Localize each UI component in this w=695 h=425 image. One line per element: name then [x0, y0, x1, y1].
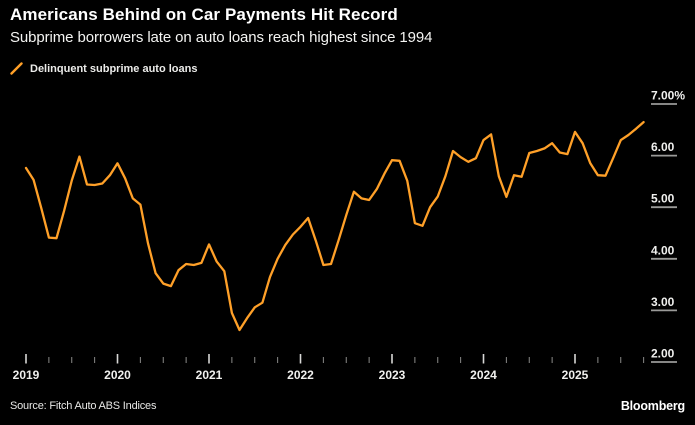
- y-axis-label: 4.00: [651, 243, 675, 257]
- x-axis-label: 2019: [13, 368, 40, 382]
- x-axis-label: 2023: [379, 368, 406, 382]
- x-axis-label: 2021: [196, 368, 223, 382]
- chart-title: Americans Behind on Car Payments Hit Rec…: [10, 5, 398, 24]
- y-axis-label: 7.00%: [651, 89, 685, 103]
- x-axis-label: 2025: [562, 368, 589, 382]
- y-axis-label: 3.00: [651, 295, 675, 309]
- source-text: Source: Fitch Auto ABS Indices: [10, 400, 157, 412]
- y-axis-label: 2.00: [651, 347, 675, 361]
- x-axis-label: 2024: [470, 368, 497, 382]
- y-axis-label: 6.00: [651, 140, 675, 154]
- legend-label: Delinquent subprime auto loans: [30, 62, 198, 75]
- chart-subtitle: Subprime borrowers late on auto loans re…: [10, 29, 433, 46]
- y-axis-label: 5.00: [651, 192, 675, 206]
- bloomberg-logo: Bloomberg: [620, 399, 685, 413]
- legend: Delinquent subprime auto loans: [10, 62, 197, 75]
- line-swatch-icon: [10, 62, 23, 75]
- delinquency-line: [24, 120, 645, 332]
- x-axis-label: 2020: [104, 368, 131, 382]
- x-axis-label: 2022: [287, 368, 314, 382]
